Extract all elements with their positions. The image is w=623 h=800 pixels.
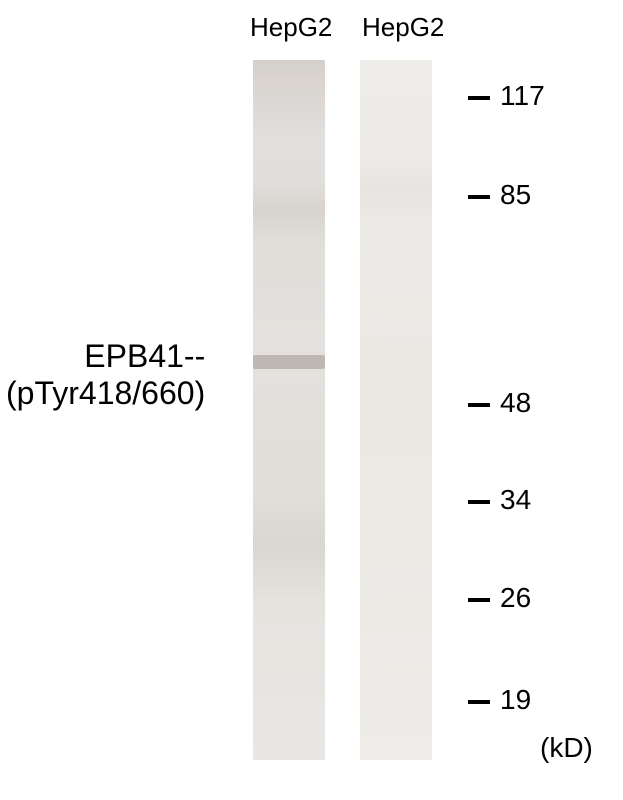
lane-label-1: HepG2 <box>250 12 332 43</box>
target-line-2: (pTyr418/660) <box>6 375 205 411</box>
target-protein-label: EPB41-- (pTyr418/660) <box>6 338 205 412</box>
marker-value: 85 <box>500 179 531 211</box>
marker-tick <box>468 96 490 100</box>
lane-smudge <box>253 60 325 140</box>
protein-band <box>253 355 325 369</box>
lane-smudge <box>253 490 325 600</box>
marker-value: 34 <box>500 484 531 516</box>
marker-value: 48 <box>500 387 531 419</box>
lane-smudge <box>253 180 325 240</box>
target-line-1: EPB41-- <box>84 338 205 374</box>
marker-value: 19 <box>500 684 531 716</box>
blot-lane-1 <box>253 60 325 760</box>
marker-value: 117 <box>500 80 545 112</box>
marker-tick <box>468 500 490 504</box>
unit-label: (kD) <box>540 732 593 764</box>
marker-tick <box>468 598 490 602</box>
blot-lane-2 <box>360 60 432 760</box>
marker-tick <box>468 403 490 407</box>
marker-value: 26 <box>500 582 531 614</box>
marker-tick <box>468 195 490 199</box>
lane-smudge <box>360 150 432 230</box>
lane-label-2: HepG2 <box>362 12 444 43</box>
marker-tick <box>468 700 490 704</box>
